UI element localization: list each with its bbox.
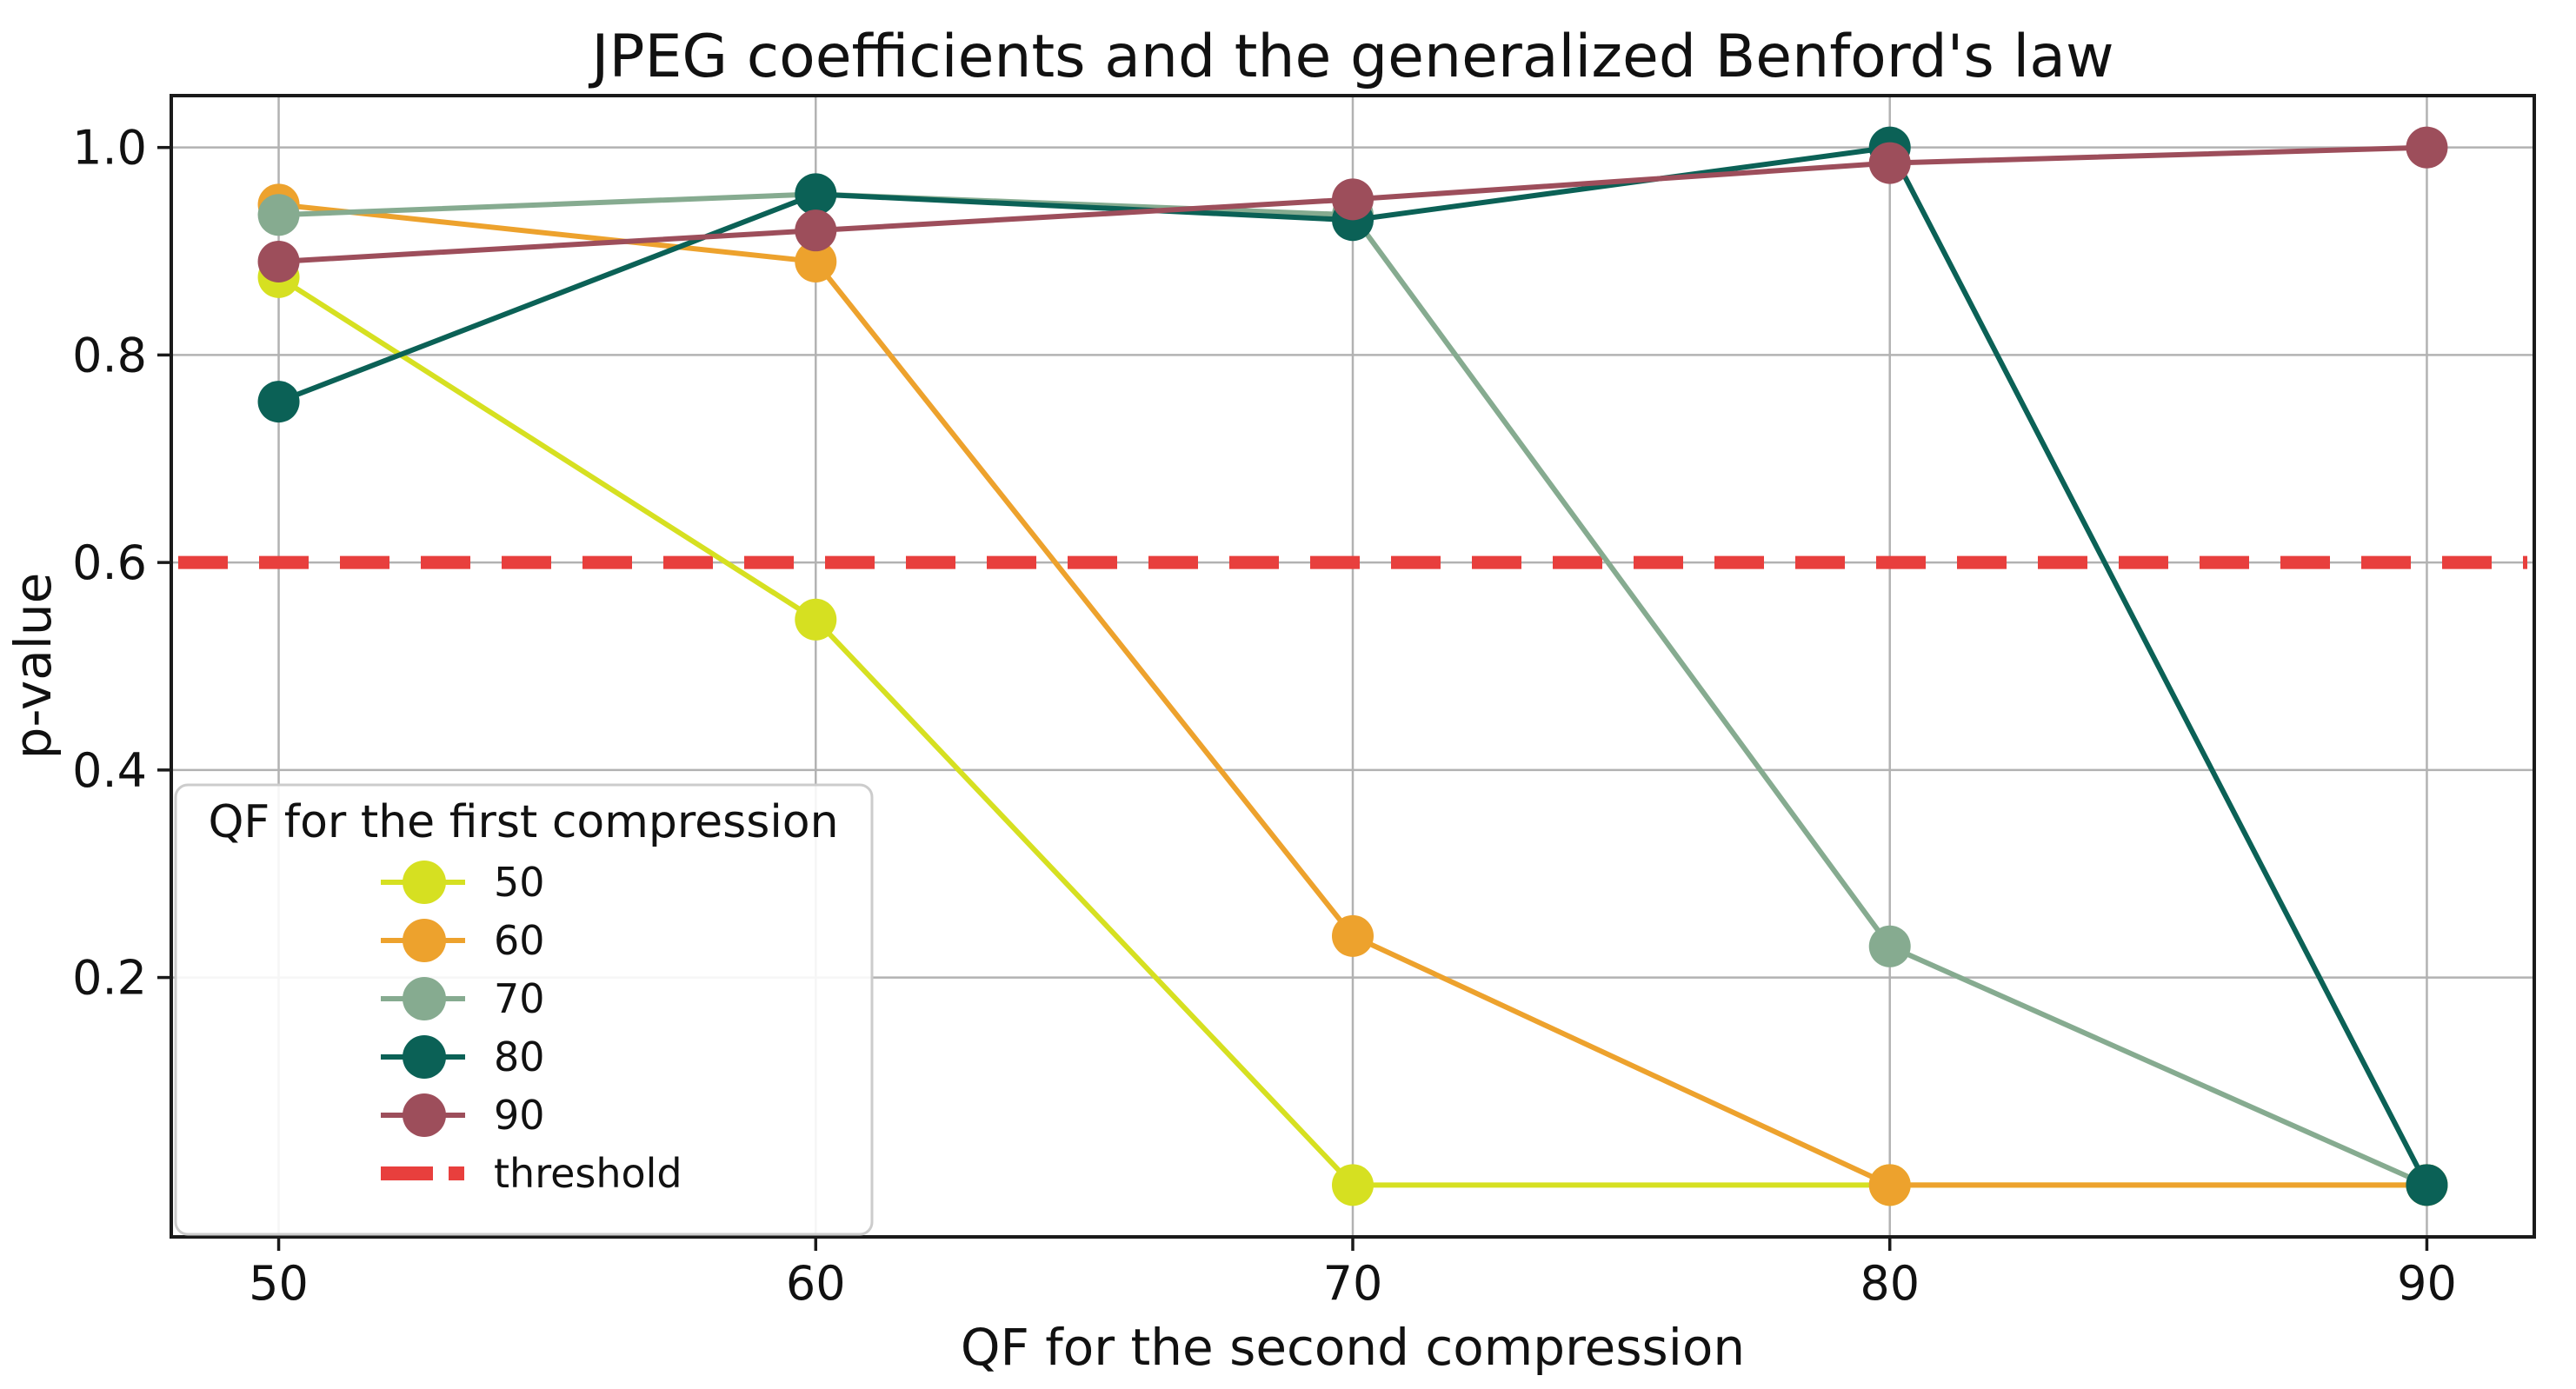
x-tick-label-70: 70 xyxy=(1323,1256,1383,1311)
legend-marker-50 xyxy=(403,861,446,904)
series-60-point-x70 xyxy=(1332,914,1374,957)
series-50-point-x70 xyxy=(1332,1164,1374,1206)
legend-label-60: 60 xyxy=(494,917,545,964)
series-90-point-x50 xyxy=(257,240,300,282)
series-60-point-x80 xyxy=(1868,1164,1911,1206)
series-70-point-x50 xyxy=(257,194,300,236)
x-tick-label-90: 90 xyxy=(2397,1256,2457,1311)
series-80-point-x90 xyxy=(2406,1164,2448,1206)
x-axis-label: QF for the second compression xyxy=(961,1318,1745,1377)
legend-marker-threshold-dash xyxy=(381,1166,433,1180)
series-80-point-x60 xyxy=(795,173,837,216)
legend-marker-70 xyxy=(403,977,446,1020)
y-tick-label-1: 1.0 xyxy=(72,121,147,176)
y-axis-label: p-value xyxy=(3,573,63,760)
legend-items: 50 60 70 80 90 threshold xyxy=(381,859,682,1197)
legend-marker-threshold-dot xyxy=(449,1166,464,1180)
series-60-point-x60 xyxy=(795,240,837,282)
x-tick-label-50: 50 xyxy=(249,1256,309,1311)
x-tick-label-60: 60 xyxy=(786,1256,846,1311)
tick-layer: 50 60 70 80 90 0.2 0.4 0.6 0.8 1.0 xyxy=(72,121,2457,1311)
legend-label-70: 70 xyxy=(494,975,545,1022)
legend: QF for the first compression 50 60 70 80 90 t… xyxy=(174,783,874,1236)
legend-marker-80 xyxy=(403,1035,446,1079)
legend-label-90: 90 xyxy=(494,1092,545,1139)
series-50-point-x60 xyxy=(795,598,837,641)
series-90-point-x70 xyxy=(1332,178,1374,221)
series-90-point-x90 xyxy=(2406,126,2448,169)
legend-marker-60 xyxy=(403,919,446,962)
series-80-point-x50 xyxy=(257,381,300,423)
legend-box xyxy=(174,783,874,1236)
series-layer xyxy=(257,126,2448,1206)
legend-title: QF for the first compression xyxy=(208,796,838,848)
legend-label-threshold: threshold xyxy=(494,1150,682,1197)
y-tick-label-0.8: 0.8 xyxy=(72,328,147,382)
legend-label-80: 80 xyxy=(494,1033,545,1080)
y-tick-label-0.6: 0.6 xyxy=(72,535,147,590)
x-tick-label-80: 80 xyxy=(1860,1256,1920,1311)
series-90-point-x80 xyxy=(1868,142,1911,184)
y-tick-label-0.2: 0.2 xyxy=(72,951,147,1006)
legend-marker-90 xyxy=(403,1093,446,1137)
y-tick-label-0.4: 0.4 xyxy=(72,743,147,798)
legend-label-50: 50 xyxy=(494,859,545,906)
series-70-point-x80 xyxy=(1868,925,1911,967)
chart-title: JPEG coefficients and the generalized Be… xyxy=(588,23,2113,91)
series-90-point-x60 xyxy=(795,209,837,252)
